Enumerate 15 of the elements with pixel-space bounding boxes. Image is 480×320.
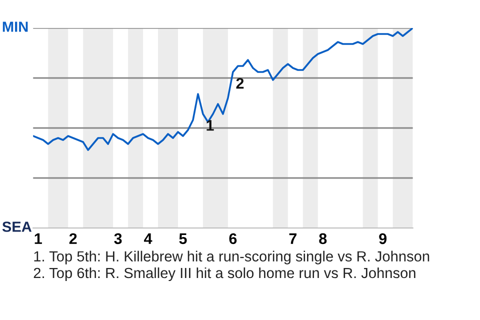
annotation: 2 — [236, 78, 244, 89]
annotation: 1 — [206, 120, 214, 131]
x-tick-label: 9 — [379, 233, 387, 244]
x-tick-label: 8 — [319, 233, 327, 244]
x-tick-label: 7 — [289, 233, 296, 244]
x-tick-label: 4 — [144, 233, 152, 244]
x-tick-label: 5 — [179, 233, 187, 244]
text: MIN — [2, 22, 28, 32]
x-tick-label: 1 — [34, 233, 42, 244]
text: 2. Top 6th: R. Smalley III hit a solo home run vs R. Johnson — [34, 267, 416, 282]
x-tick-label: 2 — [69, 233, 77, 244]
x-tick-label: 6 — [229, 233, 237, 244]
text: SEA — [2, 222, 32, 232]
x-tick-label: 3 — [114, 233, 122, 244]
text: 1. Top 5th: H. Killebrew hit a run-scoring single vs R. Johnson — [34, 250, 430, 264]
